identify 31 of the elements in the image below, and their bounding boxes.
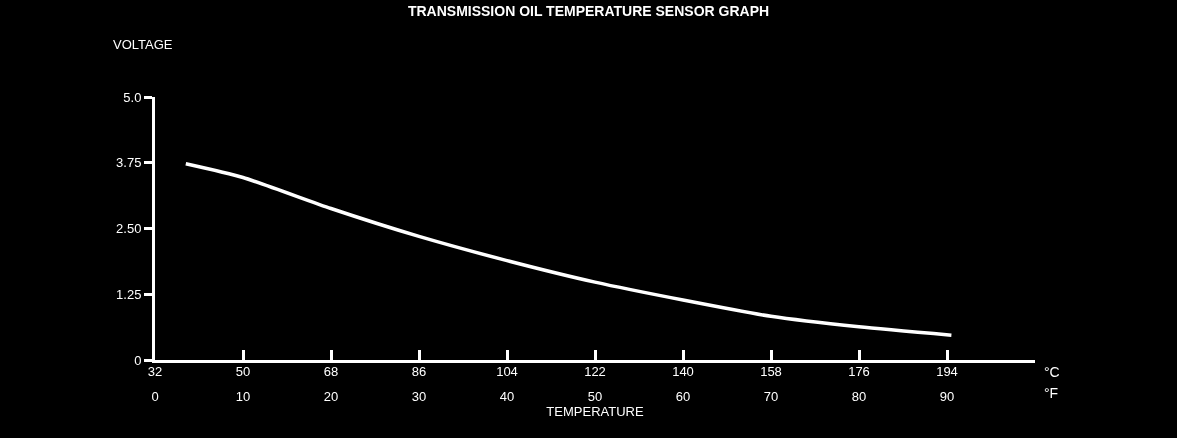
text: °C (1044, 364, 1060, 380)
y-tick-label: 1.25 (116, 286, 142, 302)
x-tick-label: 70 (763, 388, 779, 404)
x2-tick-label: 68 (323, 364, 339, 379)
x2-tick-label: 158 (760, 364, 782, 379)
y-tick-label: 2.50 (116, 221, 142, 237)
x-tick-label: 20 (323, 388, 339, 404)
x2-tick-label: 122 (584, 364, 606, 379)
x2-tick-label: 176 (848, 364, 870, 379)
x-axis-title: TEMPERATURE (546, 403, 644, 419)
y-tick-label: 0 (134, 352, 142, 368)
x2-tick-label: 50 (235, 364, 251, 379)
y-tick-label: 5.0 (123, 89, 142, 105)
line-series (184, 162, 954, 338)
text: °F (1044, 385, 1059, 401)
x-tick-label: 60 (675, 388, 691, 404)
x-tick-label: 80 (851, 388, 867, 404)
x2-tick-label: 104 (496, 364, 518, 379)
x-tick-label: 40 (499, 388, 515, 404)
x-tick-label: 50 (587, 388, 603, 404)
y-axis-title: VOLTAGE (113, 37, 173, 52)
chart-title: TRANSMISSION OIL TEMPERATURE SENSOR GRAPH (407, 3, 770, 20)
y-tick-label: 3.75 (116, 155, 142, 171)
x-tick-label: 0 (151, 388, 159, 404)
x2-tick-label: 194 (936, 364, 958, 379)
x-tick-label: 10 (235, 388, 251, 404)
x-tick-label: 30 (411, 388, 427, 404)
x2-tick-label: 86 (411, 364, 427, 379)
x-tick-label: 90 (939, 388, 955, 404)
x2-tick-label: 140 (672, 364, 694, 379)
x2-tick-label: 32 (147, 364, 163, 379)
